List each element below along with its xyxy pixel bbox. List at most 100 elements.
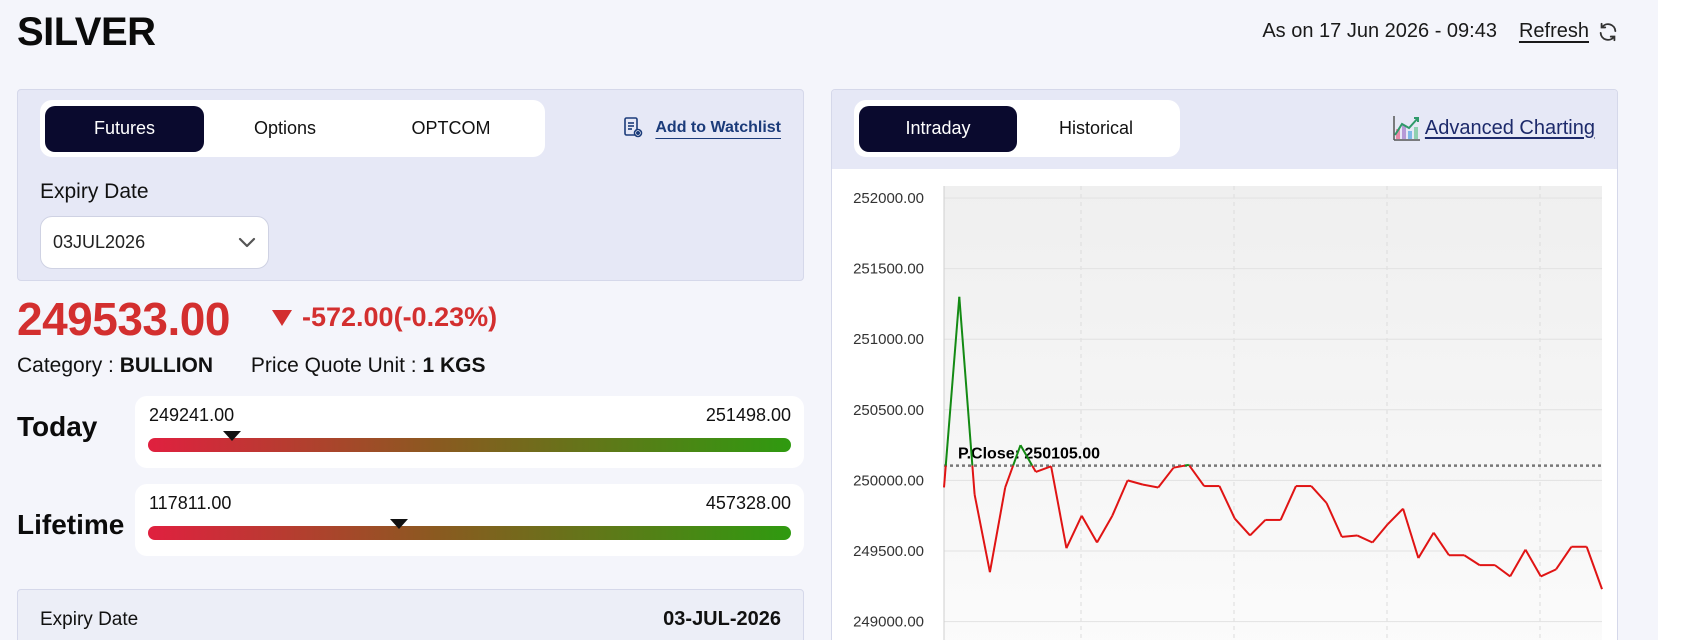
series-segment <box>1184 463 1190 467</box>
intraday-chart[interactable]: 252000.00 251500.00 251000.00 250500.00 2500… <box>832 169 1618 640</box>
series-segment <box>1325 502 1343 538</box>
y-tick-label: 250000.00 <box>853 472 924 489</box>
y-tick-label: 249500.00 <box>853 543 924 560</box>
series-segment <box>1417 532 1435 559</box>
series-segment <box>1524 549 1542 577</box>
today-high: 251498.00 <box>705 405 791 425</box>
series-segment <box>1096 515 1114 544</box>
series-segment <box>1019 444 1034 467</box>
watchlist-icon <box>624 117 643 138</box>
series-segment <box>1371 523 1389 544</box>
unit-value: 1 KGS <box>422 354 486 377</box>
chart-panel-header: Intraday Historical Advanced Charting <box>832 90 1617 169</box>
advanced-charting-link[interactable]: Advanced Charting <box>1393 115 1595 141</box>
today-range-bar <box>148 438 791 452</box>
series-segment <box>1402 508 1420 559</box>
lifetime-label: Lifetime <box>17 509 125 540</box>
tab-intraday[interactable]: Intraday <box>859 105 1017 152</box>
series-segment <box>973 494 991 573</box>
category-value: BULLION <box>119 354 214 377</box>
page-title: SILVER <box>17 10 156 54</box>
series-segment <box>1004 465 1015 488</box>
series-segment <box>1540 568 1557 578</box>
series-segment <box>1249 519 1267 537</box>
refresh-icon[interactable] <box>1597 21 1619 43</box>
add-to-watchlist-button[interactable]: Add to Watchlist <box>623 117 781 139</box>
page-gutter <box>1658 0 1681 640</box>
down-arrow-icon <box>272 309 292 326</box>
chart-icon <box>1393 116 1420 141</box>
tab-futures[interactable]: Futures <box>45 105 204 152</box>
series-segment <box>1127 479 1144 486</box>
tab-optcom[interactable]: OPTCOM <box>411 118 491 138</box>
contract-selector-panel: Futures Options OPTCOM Add to Watchlist … <box>17 89 804 281</box>
today-marker-icon <box>222 431 241 441</box>
today-label: Today <box>17 411 98 442</box>
price-change-value: -572.00(-0.23%) <box>302 302 498 332</box>
today-range: 249241.00 251498.00 <box>135 396 804 468</box>
series-segment <box>1188 464 1191 467</box>
details-expiry-value: 03-JUL-2026 <box>663 608 781 630</box>
intraday-chart-svg[interactable]: 252000.00 251500.00 251000.00 250500.00 2500… <box>832 169 1618 640</box>
expiry-date-value: 03JUL2026 <box>53 232 146 252</box>
as-on-timestamp: As on 17 Jun 2026 - 09:43 <box>1262 20 1497 42</box>
expiry-date-label: Expiry Date <box>40 180 149 203</box>
series-segment <box>1341 534 1358 538</box>
series-segment <box>988 487 1007 573</box>
series-segment <box>944 296 961 466</box>
y-tick-label: 249000.00 <box>853 614 924 631</box>
tab-options[interactable]: Options <box>253 118 317 138</box>
lifetime-marker-icon <box>389 519 408 529</box>
series-segment <box>1555 546 1573 570</box>
series-segment <box>1188 464 1205 487</box>
series-segment <box>971 465 976 495</box>
advanced-charting-label: Advanced Charting <box>1424 116 1595 139</box>
series-segment <box>1234 517 1251 537</box>
y-tick-label: 251500.00 <box>853 261 924 278</box>
series-segment <box>1035 465 1052 473</box>
series-segment <box>1509 549 1527 577</box>
last-price: 249533.00 <box>17 293 230 345</box>
y-tick-label: 252000.00 <box>853 190 924 207</box>
series-segment <box>943 465 947 488</box>
details-expiry-label: Expiry Date <box>40 609 139 630</box>
lifetime-range-bar <box>148 526 791 540</box>
prev-close-label: P.Close: 250105.00 <box>958 446 1100 463</box>
y-tick-label: 251000.00 <box>853 331 924 348</box>
series-segment <box>1080 515 1098 544</box>
lifetime-low: 117811.00 <box>149 493 232 513</box>
y-tick-label: 250500.00 <box>853 402 924 419</box>
expiry-date-select[interactable]: 03JUL2026 <box>40 216 269 269</box>
series-segment <box>1050 466 1068 549</box>
tab-historical[interactable]: Historical <box>1058 118 1133 138</box>
series-segment <box>1585 546 1603 590</box>
series-segment <box>1494 564 1511 578</box>
chevron-down-icon <box>238 232 256 253</box>
chart-period-tabs: Intraday Historical <box>854 100 1180 157</box>
series-segment <box>1218 485 1236 519</box>
series-segment <box>1463 554 1481 566</box>
refresh-link[interactable]: Refresh <box>1518 20 1589 42</box>
header-status: As on 17 Jun 2026 - 09:43 Refresh <box>1262 20 1619 43</box>
lifetime-high: 457328.00 <box>705 493 791 513</box>
series-segment <box>1356 534 1373 544</box>
contract-details: Expiry Date 03-JUL-2026 <box>17 589 804 640</box>
series-segment <box>1387 507 1404 525</box>
series-segment <box>1310 485 1328 504</box>
series-segment <box>1142 483 1159 489</box>
today-low: 249241.00 <box>149 405 235 425</box>
series-segment <box>1031 465 1037 473</box>
series-segment <box>1111 480 1129 517</box>
series-segment <box>1065 515 1083 549</box>
price-change: -572.00(-0.23%) <box>272 302 497 333</box>
lifetime-range: 117811.00 457328.00 <box>135 484 804 556</box>
chart-panel: Intraday Historical Advanced Charting 25… <box>831 89 1618 640</box>
series-segment <box>1157 467 1175 489</box>
watchlist-label: Add to Watchlist <box>655 119 781 136</box>
series-segment <box>1012 444 1022 466</box>
series-segment <box>1173 464 1186 469</box>
contract-meta: Category : BULLION Price Quote Unit : 1 … <box>17 354 486 378</box>
instrument-tabs: Futures Options OPTCOM <box>40 100 545 157</box>
series-segment <box>1279 485 1297 521</box>
category-label: Category : <box>17 354 114 377</box>
